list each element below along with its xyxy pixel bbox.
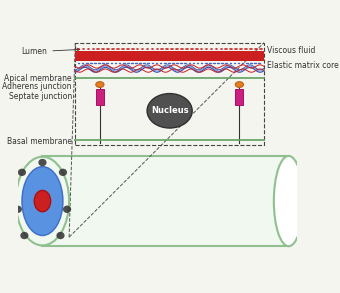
Ellipse shape (34, 190, 51, 212)
Text: Basal membrane: Basal membrane (7, 137, 75, 146)
Ellipse shape (147, 93, 192, 128)
Ellipse shape (274, 156, 303, 246)
Ellipse shape (59, 169, 67, 176)
Text: Adherens junction: Adherens junction (2, 82, 75, 91)
Text: Lumen: Lumen (21, 47, 80, 56)
Ellipse shape (18, 169, 26, 176)
Ellipse shape (96, 82, 104, 87)
Ellipse shape (235, 82, 243, 87)
Bar (96, 89, 104, 105)
Bar (75, 51, 264, 61)
Ellipse shape (22, 167, 63, 236)
Text: Septate junction: Septate junction (9, 92, 75, 101)
Ellipse shape (38, 159, 47, 166)
Ellipse shape (63, 206, 71, 213)
Text: Apical membrane: Apical membrane (4, 74, 75, 83)
Text: Viscous fluid: Viscous fluid (267, 46, 316, 54)
Text: Nucleus: Nucleus (151, 106, 188, 115)
Bar (42, 156, 289, 246)
Ellipse shape (16, 157, 69, 245)
Text: Elastic matrix core: Elastic matrix core (267, 61, 339, 70)
Ellipse shape (14, 206, 22, 213)
Bar (235, 89, 243, 105)
Ellipse shape (56, 232, 65, 239)
Ellipse shape (20, 232, 29, 239)
